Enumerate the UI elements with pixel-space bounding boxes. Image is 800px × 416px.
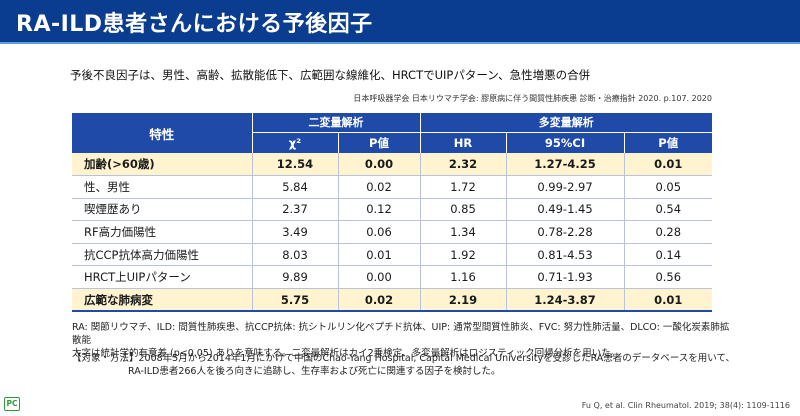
title-divider (0, 42, 800, 44)
row-chi2: 5.75 (252, 288, 339, 313)
row-hr: 1.34 (420, 220, 507, 244)
row-p1: 0.02 (338, 288, 421, 313)
column-header-ci: 95%CI (506, 131, 625, 153)
row-hr: 2.19 (420, 288, 507, 313)
method-line-1: 【対象・方法】2008年5月から2014年1月にかけて中国のChao-Yang … (72, 353, 736, 364)
column-header-chi2: χ² (252, 131, 339, 153)
row-p1: 0.02 (338, 175, 421, 199)
row-p2: 0.01 (624, 153, 712, 177)
row-chi2: 8.03 (252, 243, 339, 267)
row-chi2: 12.54 (252, 153, 339, 177)
table-row: HRCT上UIPパターン 9.89 0.00 1.16 0.71-1.93 0.… (72, 265, 712, 290)
study-method: 【対象・方法】2008年5月から2014年1月にかけて中国のChao-Yang … (72, 352, 742, 378)
row-p2: 0.28 (624, 220, 712, 244)
row-feature: 加齢(>60歳) (72, 153, 253, 177)
row-chi2: 2.37 (252, 198, 339, 222)
row-p2: 0.56 (624, 265, 712, 290)
row-ci: 0.99-2.97 (506, 175, 625, 199)
row-ci: 0.49-1.45 (506, 198, 625, 222)
row-ci: 0.81-4.53 (506, 243, 625, 267)
row-ci: 1.27-4.25 (506, 153, 625, 177)
row-hr: 1.16 (420, 265, 507, 290)
table-row: RF高力価陽性 3.49 0.06 1.34 0.78-2.28 0.28 (72, 220, 712, 244)
row-ci: 1.24-3.87 (506, 288, 625, 313)
column-header-p1: P値 (338, 131, 421, 153)
multivariate-header: 多変量解析 (420, 113, 712, 132)
row-p2: 0.54 (624, 198, 712, 222)
row-chi2: 5.84 (252, 175, 339, 199)
citation: Fu Q, et al. Clin Rheumatol. 2019; 38(4)… (581, 401, 790, 410)
row-feature: 抗CCP抗体高力価陽性 (72, 243, 253, 267)
row-chi2: 9.89 (252, 265, 339, 290)
table-row: 加齢(>60歳) 12.54 0.00 2.32 1.27-4.25 0.01 (72, 153, 712, 177)
method-line-2: RA-ILD患者266人を後ろ向きに追跡し、生存率および死亡に関連する因子を検討… (128, 366, 501, 377)
row-p2: 0.14 (624, 243, 712, 267)
row-p2: 0.05 (624, 175, 712, 199)
column-header-hr: HR (420, 131, 507, 153)
table-row: 抗CCP抗体高力価陽性 8.03 0.01 1.92 0.81-4.53 0.1… (72, 243, 712, 267)
page-title: RA-ILD患者さんにおける予後因子 (16, 12, 373, 37)
row-p1: 0.12 (338, 198, 421, 222)
summary-text: 予後不良因子は、男性、高齢、拡散能低下、広範囲な線維化、HRCTでUIPパターン… (70, 68, 591, 82)
abbreviation-footnote: RA: 関節リウマチ、ILD: 間質性肺疾患、抗CCP抗体: 抗シトルリン化ペプ… (72, 321, 732, 360)
row-feature: RF高力価陽性 (72, 220, 253, 244)
row-ci: 0.71-1.93 (506, 265, 625, 290)
column-header-p2: P値 (624, 131, 712, 153)
row-p2: 0.01 (624, 288, 712, 313)
table-row: 喫煙歴あり 2.37 0.12 0.85 0.49-1.45 0.54 (72, 198, 712, 222)
footnote-line-1: RA: 関節リウマチ、ILD: 間質性肺疾患、抗CCP抗体: 抗シトルリン化ペプ… (72, 322, 730, 346)
row-p1: 0.00 (338, 153, 421, 177)
title-banner: RA-ILD患者さんにおける予後因子 (0, 0, 800, 42)
row-hr: 1.92 (420, 243, 507, 267)
table-row: 広範な肺病変 5.75 0.02 2.19 1.24-3.87 0.01 (72, 288, 712, 313)
feature-header: 特性 (72, 113, 253, 153)
row-hr: 2.32 (420, 153, 507, 177)
row-feature: 性、男性 (72, 175, 253, 199)
row-p1: 0.00 (338, 265, 421, 290)
row-hr: 0.85 (420, 198, 507, 222)
source-reference: 日本呼吸器学会 日本リウマチ学会: 膠原病に伴う間質性肺疾患 診断・治療指針 2… (353, 94, 712, 103)
bivariate-header: 二変量解析 (252, 113, 421, 132)
row-feature: 喫煙歴あり (72, 198, 253, 222)
row-ci: 0.78-2.28 (506, 220, 625, 244)
row-p1: 0.06 (338, 220, 421, 244)
pc-logo-icon: PC (4, 397, 20, 411)
table-row: 性、男性 5.84 0.02 1.72 0.99-2.97 0.05 (72, 175, 712, 199)
prognostic-factors-table: 特性 二変量解析 多変量解析 χ² P値 HR 95%CI P値 加齢(>60歳… (72, 113, 712, 313)
row-feature: 広範な肺病変 (72, 288, 253, 313)
row-hr: 1.72 (420, 175, 507, 199)
row-chi2: 3.49 (252, 220, 339, 244)
row-feature: HRCT上UIPパターン (72, 265, 253, 290)
footnote-line-2: 太字は統計学的有意差 (p<0.05) ありを意味する。二変量解析はカイ2乗検定… (72, 348, 621, 359)
row-p1: 0.01 (338, 243, 421, 267)
